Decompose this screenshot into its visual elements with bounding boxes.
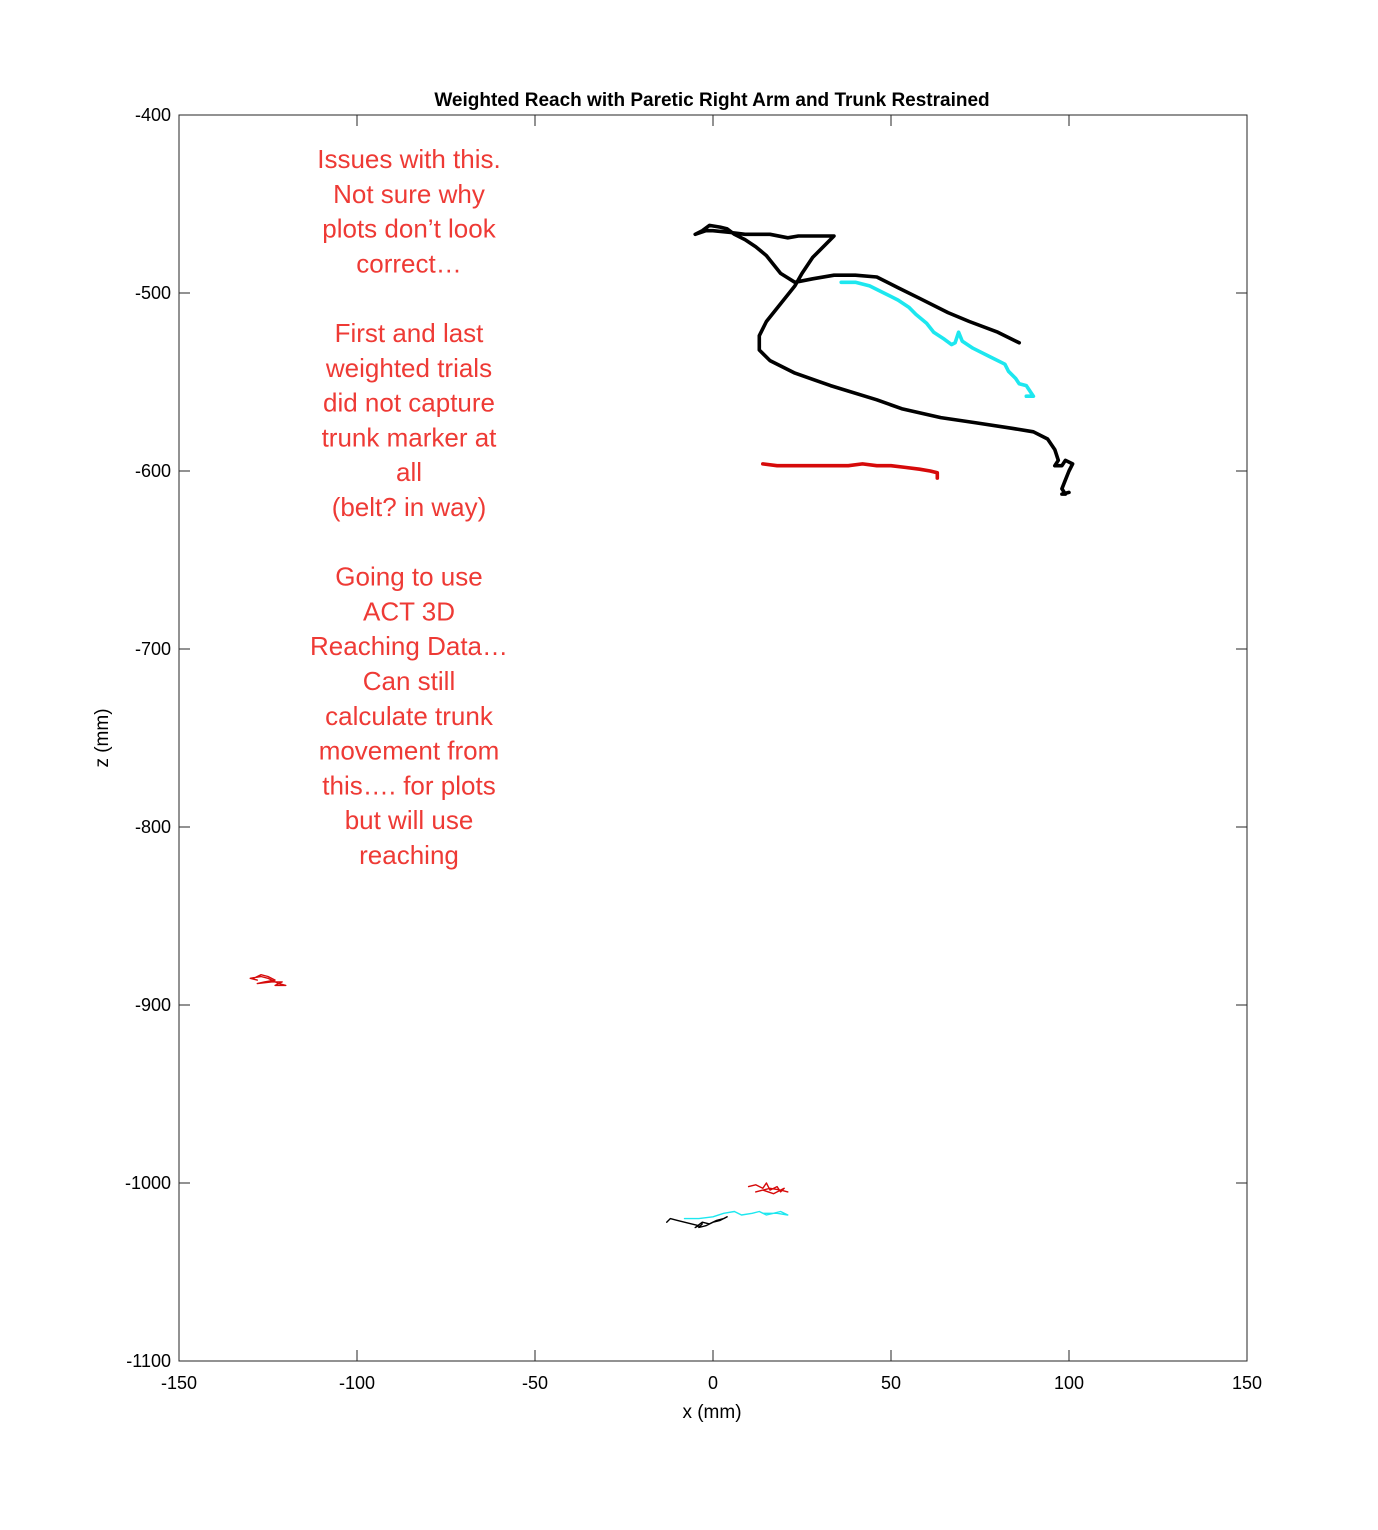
annotation-line: correct… xyxy=(356,248,461,278)
series-line-6 xyxy=(683,1210,789,1220)
series-line-5 xyxy=(747,1182,789,1195)
annotation-line: did not capture xyxy=(323,388,495,418)
annotation-line: Can still xyxy=(363,666,455,696)
x-axis-label: x (mm) xyxy=(682,1402,741,1423)
annotation-line: all xyxy=(396,457,422,487)
y-tick-label: -1100 xyxy=(126,1351,171,1371)
series-line-1 xyxy=(693,223,1075,496)
annotation-line: this…. for plots xyxy=(322,770,495,800)
annotation-line: reaching xyxy=(359,840,459,870)
annotation-line: (belt? in way) xyxy=(332,492,487,522)
plot-area: -150 -100 -50 0 50 100 150-400-500-600-700-800… xyxy=(125,105,1262,1393)
annotation-line: Reaching Data… xyxy=(310,631,508,661)
y-tick-label: -900 xyxy=(135,995,171,1015)
annotation-line: but will use xyxy=(345,805,474,835)
x-tick-label: -50 xyxy=(522,1373,548,1393)
y-tick-label: -400 xyxy=(135,105,171,125)
annotation-line: movement from xyxy=(319,736,500,766)
y-tick-label: -1000 xyxy=(125,1173,171,1193)
x-tick-label: 100 xyxy=(1054,1373,1084,1393)
series-line-2 xyxy=(839,280,1036,398)
y-tick-label: -500 xyxy=(135,283,171,303)
series-line-3 xyxy=(761,462,940,480)
y-axis-label: z (mm) xyxy=(92,708,113,767)
annotation-line: trunk marker at xyxy=(322,422,498,452)
series-line-4 xyxy=(249,974,287,987)
annotation-line: weighted trials xyxy=(325,353,492,383)
x-tick-label: 0 xyxy=(708,1373,718,1393)
series-line-7 xyxy=(666,1216,728,1229)
annotation-line: ACT 3D xyxy=(363,596,455,626)
y-tick-label: -700 xyxy=(135,639,171,659)
chart-title: Weighted Reach with Paretic Right Arm an… xyxy=(434,90,989,111)
annotation-line: Not sure why xyxy=(333,179,485,209)
x-tick-label: -100 xyxy=(339,1373,375,1393)
annotation-line: plots don’t look xyxy=(322,214,496,244)
annotation-line: Going to use xyxy=(335,562,482,592)
annotation-line: First and last xyxy=(335,318,485,348)
y-tick-label: -800 xyxy=(135,817,171,837)
x-tick-label: 50 xyxy=(881,1373,901,1393)
x-tick-label: -150 xyxy=(161,1373,197,1393)
annotation-line: Issues with this. xyxy=(317,144,501,174)
annotation-note: Issues with this. Not sure why plots don’t… xyxy=(310,144,508,870)
annotation-line: calculate trunk xyxy=(325,701,494,731)
x-tick-label: 150 xyxy=(1232,1373,1262,1393)
y-tick-label: -600 xyxy=(135,461,171,481)
